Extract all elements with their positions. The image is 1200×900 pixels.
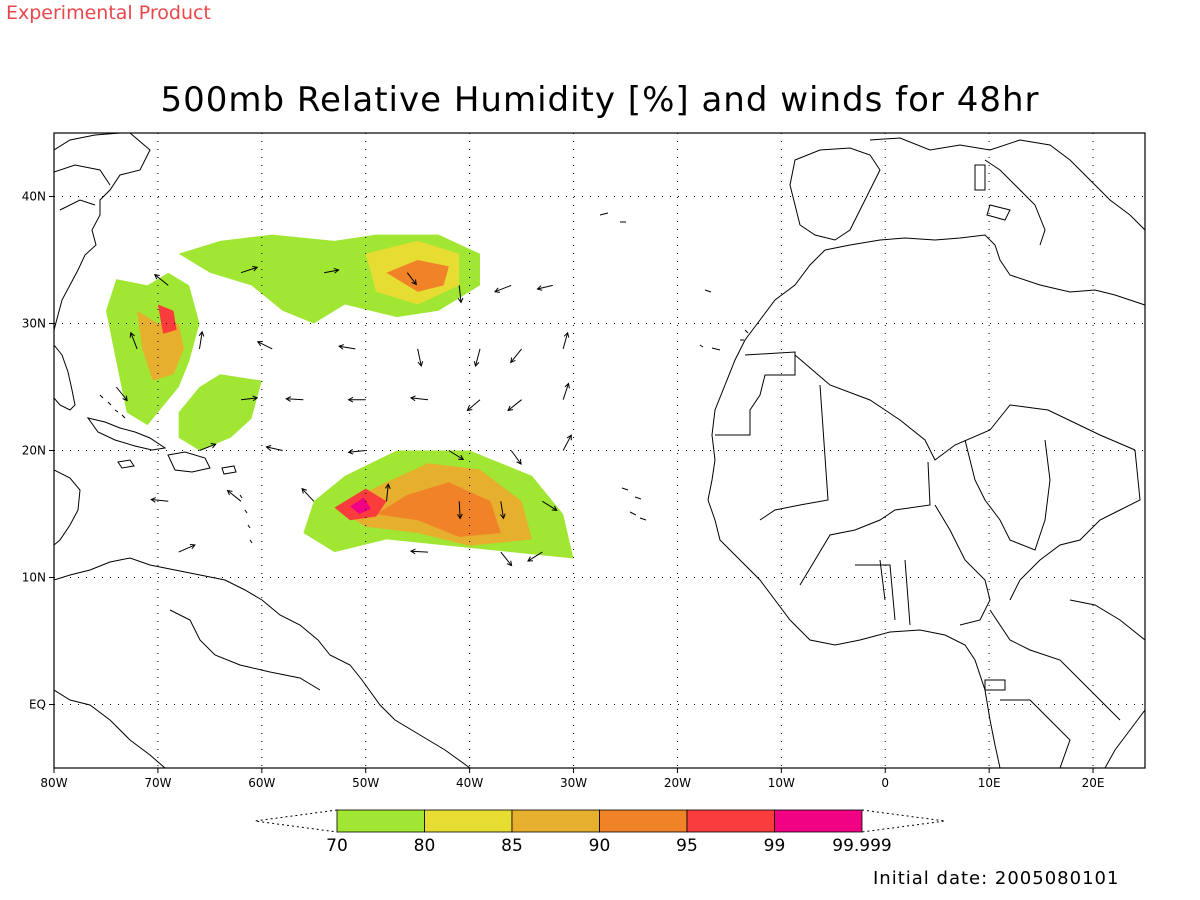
lon-tick-label: 60W [248, 776, 275, 790]
lon-tick-label: 80W [40, 776, 67, 790]
humidity-region [386, 260, 449, 292]
wind-arrow [240, 265, 259, 274]
wind-arrow [562, 382, 570, 400]
wind-arrow [473, 348, 481, 368]
map-frame [53, 132, 1146, 769]
colorbar-label: 99.999 [832, 836, 891, 856]
humidity-region [157, 304, 177, 334]
colorbar-label: 70 [326, 836, 348, 856]
wind-arrow [347, 449, 366, 455]
lon-tick-label: 20E [1082, 776, 1105, 790]
map-plot: 80W 70W 60W 50W 40W 30W 20W 10W 0 10E 20E 40N 30N 20N… [22, 132, 1146, 856]
colorbar-label: 95 [676, 836, 698, 856]
wind-arrow [510, 348, 522, 364]
wind-arrow [409, 548, 429, 555]
colorbar-swatch [336, 809, 425, 833]
wind-arrow [256, 341, 273, 350]
colorbar: 70 80 85 90 95 99 99.999 [254, 809, 946, 856]
wind-arrow [285, 396, 304, 402]
wind-arrow [199, 443, 217, 451]
humidity-field-layer [106, 234, 574, 559]
lat-tick-label: 10N [22, 571, 46, 585]
coastline-layer [54, 133, 1145, 768]
wind-arrow [536, 284, 553, 291]
wind-arrow [562, 434, 572, 451]
experimental-product-tag: Experimental Product [6, 2, 211, 24]
lon-tick-label: 70W [144, 776, 171, 790]
wind-arrow [510, 450, 522, 465]
axis-tick-labels: 80W 70W 60W 50W 40W 30W 20W 10W 0 10E 20E 40N 30N 20N… [22, 190, 1105, 791]
wind-arrow [542, 500, 558, 511]
wind-arrow [265, 445, 283, 451]
colorbar-swatch [599, 809, 688, 833]
wind-arrow [153, 273, 169, 286]
lon-tick-label: 0 [881, 776, 889, 790]
lat-tick-label: 40N [22, 190, 46, 204]
wind-arrow [240, 395, 259, 402]
wind-arrow [338, 344, 356, 350]
colorbar-swatch [511, 809, 600, 833]
wind-arrow [527, 551, 543, 562]
lon-tick-label: 50W [352, 776, 379, 790]
humidity-region [376, 482, 501, 537]
wind-vector-layer [115, 265, 572, 567]
lat-lon-grid [54, 133, 1145, 768]
wind-arrow [494, 284, 512, 293]
lon-tick-label: 30W [560, 776, 587, 790]
lon-tick-label: 10E [978, 776, 1001, 790]
wind-arrow [129, 331, 138, 350]
wind-arrow [301, 487, 315, 502]
colorbar-label: 90 [589, 836, 611, 856]
colorbar-swatch [774, 809, 863, 833]
lon-tick-label: 40W [456, 776, 483, 790]
wind-arrow [406, 272, 417, 286]
colorbar-right-extension [861, 809, 946, 833]
wind-arrow [448, 450, 465, 461]
wind-arrow [409, 395, 429, 402]
wind-arrow [457, 501, 463, 520]
lat-tick-label: 20N [22, 444, 46, 458]
colorbar-label: 99 [764, 836, 786, 856]
lon-tick-label: 10W [768, 776, 795, 790]
wind-arrow [507, 399, 522, 412]
humidity-region [178, 374, 262, 451]
initial-date-label: Initial date: 2005080101 [873, 868, 1120, 889]
chart-title: 500mb Relative Humidity [%] and winds fo… [160, 80, 1040, 120]
colorbar-swatch [686, 809, 775, 833]
wind-arrow [457, 285, 464, 304]
wind-arrow [198, 330, 205, 349]
wind-arrow [324, 267, 340, 274]
wind-arrow [417, 348, 424, 368]
lat-tick-label: 30N [22, 317, 46, 331]
wind-arrow [226, 489, 242, 502]
lon-tick-label: 20W [664, 776, 691, 790]
lat-tick-label: EQ [29, 698, 46, 712]
colorbar-label: 80 [414, 836, 436, 856]
colorbar-swatch [424, 809, 513, 833]
wind-arrow [150, 497, 169, 503]
wind-arrow [500, 551, 513, 567]
wind-arrow [562, 331, 570, 350]
wind-arrow [385, 483, 391, 502]
wind-arrow [178, 543, 196, 553]
wind-arrow [466, 399, 481, 412]
colorbar-left-extension [254, 809, 338, 833]
wind-arrow [500, 501, 506, 520]
colorbar-label: 85 [501, 836, 523, 856]
wind-arrow [115, 386, 128, 402]
wind-arrow [347, 396, 366, 403]
